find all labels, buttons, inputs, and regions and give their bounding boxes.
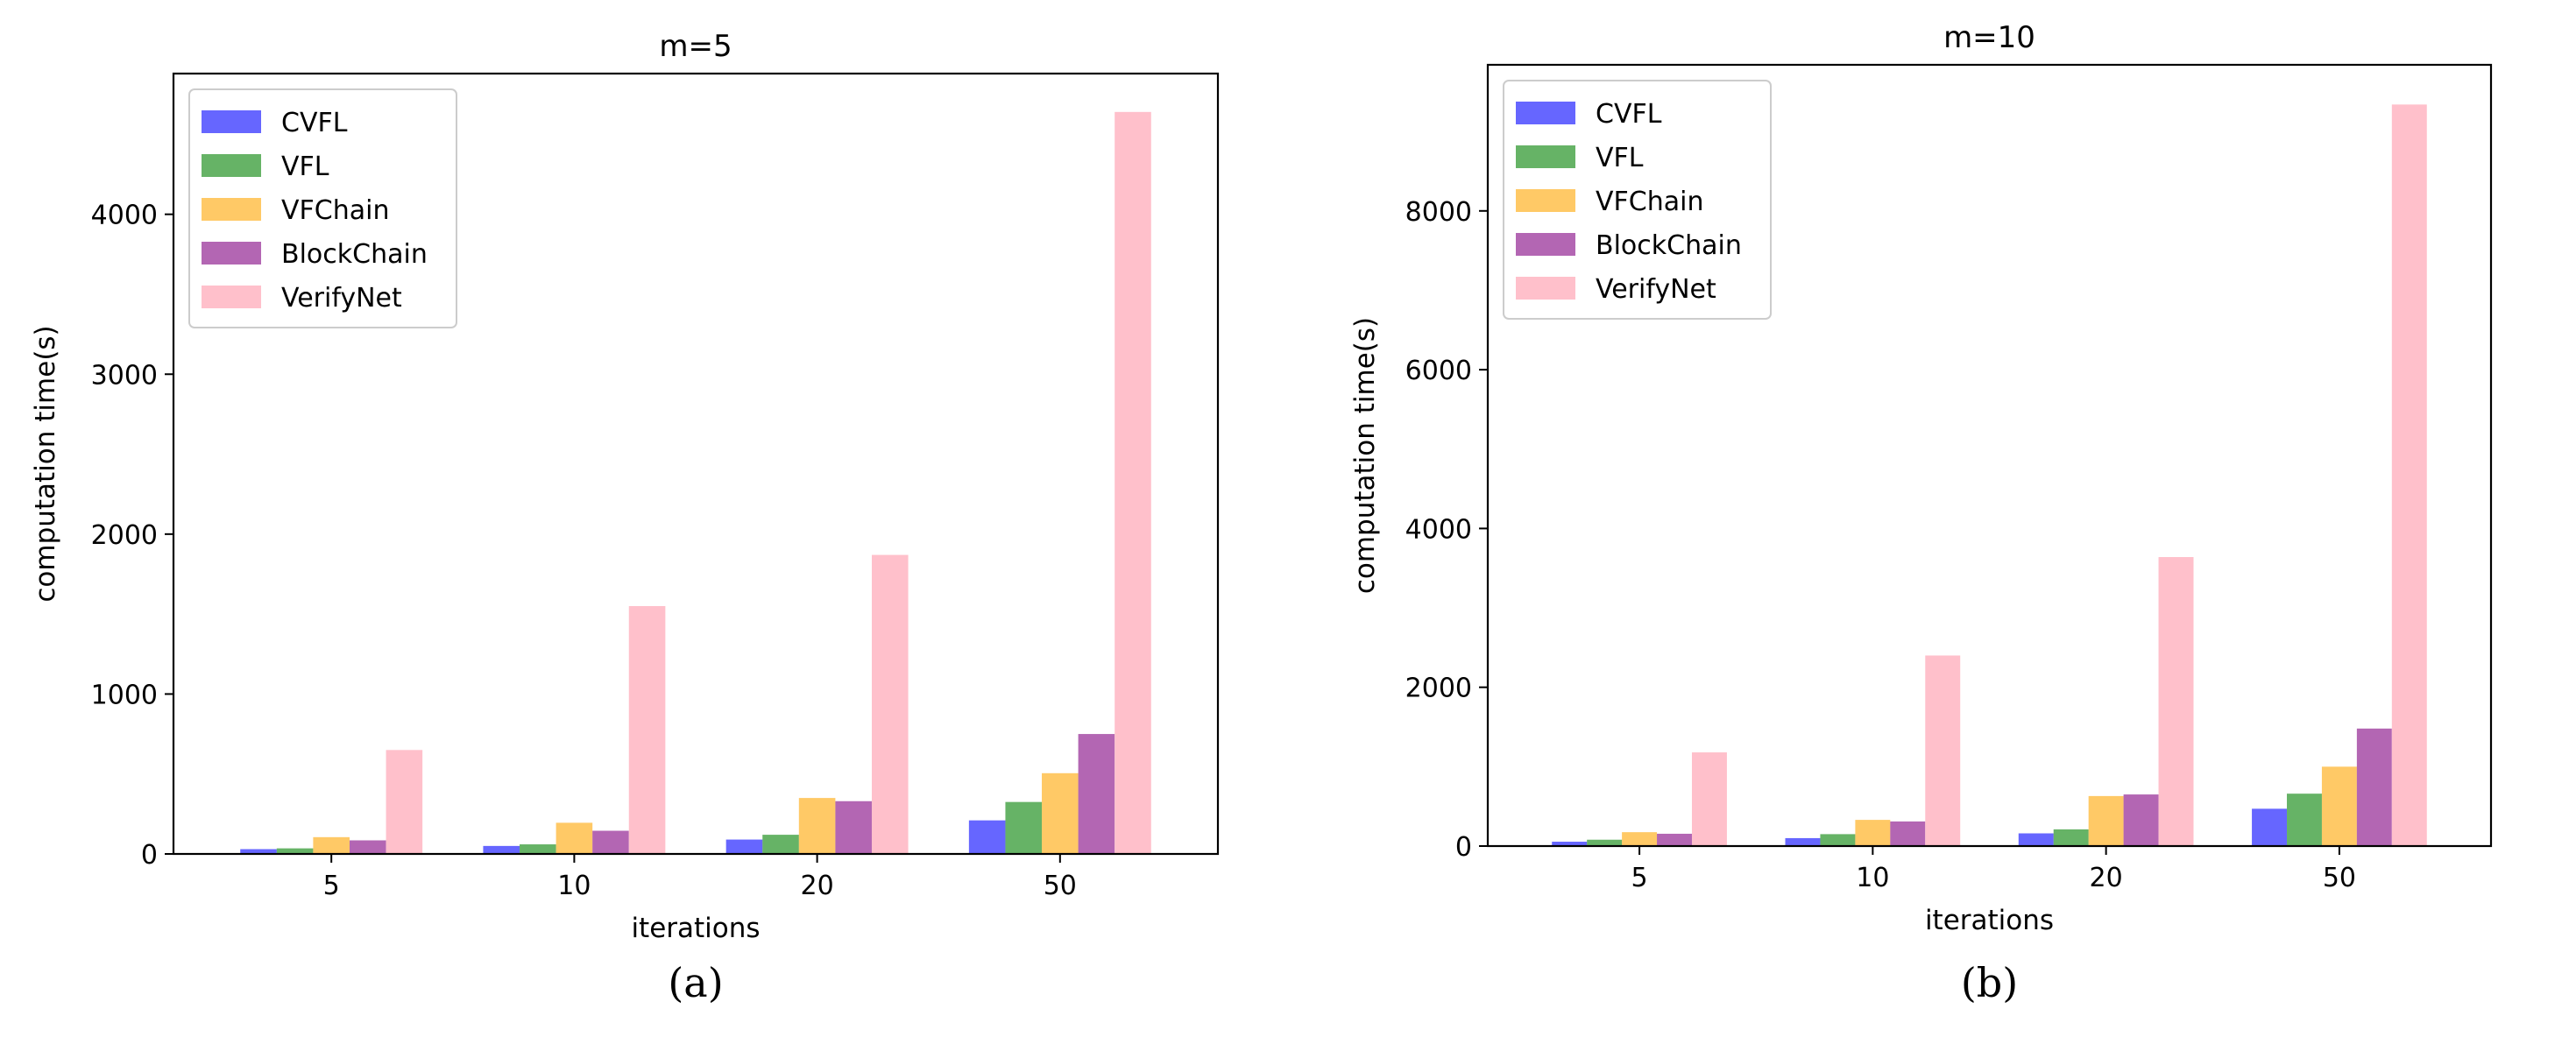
bar-vfchain-50: [2321, 766, 2357, 846]
legend-label-blockchain: BlockChain: [281, 239, 428, 270]
chart-panel-b: 5 10 20 50 0 2000 4000 6000 8000 m=10 iterations co…: [1349, 20, 2493, 1006]
subfigure-caption: (a): [668, 959, 723, 1006]
legend-box: [1503, 80, 1772, 320]
bar-vfl-10: [520, 844, 556, 854]
legend-swatch-vfchain: [202, 198, 261, 221]
subfigure-caption: (b): [1961, 959, 2018, 1006]
bar-vfchain-50: [1042, 772, 1079, 854]
legend-label-vfl: VFL: [1596, 143, 1644, 173]
bar-verifynet-10: [628, 606, 666, 854]
y-tick-label: 8000: [1405, 197, 1472, 228]
bar-verifynet-5: [386, 750, 423, 854]
x-axis-label: iterations: [1925, 905, 2054, 936]
axes-frame: [1486, 63, 2493, 848]
legend-label-verifynet: VerifyNet: [1596, 274, 1716, 305]
bar-vfl-50: [1005, 801, 1043, 854]
x-axis-label: iterations: [631, 913, 760, 944]
legend-swatch-blockchain: [1516, 233, 1575, 256]
legend: CVFL VFL VFChain BlockChain VerifyNet: [188, 88, 457, 328]
y-axis-label: computation time(s): [1349, 317, 1381, 594]
bar-vfchain-20: [2088, 795, 2124, 846]
bar-verifynet-50: [1115, 111, 1151, 854]
bar-vfl-50: [2287, 794, 2322, 846]
bar-cvfl-10: [1785, 837, 1821, 846]
x-tick-label: 5: [323, 871, 340, 901]
bars: [1552, 104, 2427, 846]
bar-cvfl-50: [968, 820, 1006, 854]
legend-swatch-vfchain: [1516, 189, 1575, 212]
axes-frame: [172, 72, 1220, 856]
legend-swatch-vfl: [202, 154, 261, 177]
bar-verifynet-10: [1925, 655, 1961, 846]
legend: CVFL VFL VFChain BlockChain VerifyNet: [1503, 80, 1772, 320]
bar-vfchain-20: [798, 798, 836, 854]
bar-blockchain-5: [1657, 833, 1692, 846]
bar-blockchain-50: [2356, 728, 2392, 846]
bar-verifynet-20: [2158, 557, 2194, 846]
bar-cvfl-20: [2018, 833, 2054, 846]
legend-swatch-vfl: [1516, 145, 1575, 168]
legend-swatch-cvfl: [202, 110, 261, 133]
bar-blockchain-10: [1890, 821, 1926, 846]
bar-vfchain-10: [556, 822, 593, 854]
chart-title: m=10: [1943, 20, 2035, 55]
y-tick-label: 4000: [1405, 514, 1472, 545]
bar-vfchain-10: [1855, 820, 1891, 846]
legend-box: [188, 88, 457, 328]
bar-blockchain-50: [1078, 734, 1115, 854]
x-tick-label: 20: [801, 871, 834, 901]
x-tick-label: 10: [1856, 863, 1889, 893]
bar-vfl-5: [276, 848, 314, 854]
legend-label-cvfl: CVFL: [281, 108, 348, 138]
legend-label-cvfl: CVFL: [1596, 99, 1662, 130]
bar-vfl-10: [1820, 834, 1856, 846]
bar-verifynet-5: [1691, 752, 1727, 846]
bar-vfl-20: [2053, 829, 2089, 846]
y-tick-label: 0: [1455, 832, 1472, 863]
legend-label-vfl: VFL: [281, 152, 329, 182]
bar-cvfl-5: [1552, 842, 1588, 846]
chart-title: m=5: [659, 29, 732, 64]
bar-vfchain-5: [1622, 832, 1658, 846]
bar-vfl-5: [1587, 839, 1623, 846]
y-tick-label: 1000: [91, 680, 158, 710]
y-tick-label: 6000: [1405, 356, 1472, 386]
bar-cvfl-10: [483, 845, 520, 854]
legend-swatch-cvfl: [1516, 102, 1575, 124]
y-tick-label: 4000: [91, 201, 158, 231]
legend-swatch-blockchain: [202, 242, 261, 265]
chart-panel-a: 5 10 20 50 0 1000 2000 3000 4000 m=5 iterations com…: [30, 29, 1220, 1006]
bar-vfchain-5: [313, 836, 350, 854]
y-axis-label: computation time(s): [30, 325, 61, 602]
bar-vfl-20: [762, 835, 799, 854]
legend-label-blockchain: BlockChain: [1596, 230, 1742, 261]
bar-cvfl-20: [725, 839, 763, 854]
bar-cvfl-5: [240, 849, 277, 854]
bar-blockchain-20: [835, 801, 872, 854]
bar-cvfl-50: [2252, 808, 2287, 846]
x-tick-label: 10: [557, 871, 591, 901]
x-tick-label: 50: [2323, 863, 2356, 893]
bar-verifynet-50: [2391, 104, 2427, 846]
legend-label-vfchain: VFChain: [281, 195, 389, 226]
x-tick-label: 20: [2090, 863, 2123, 893]
legend-label-verifynet: VerifyNet: [281, 283, 402, 314]
bar-blockchain-20: [2123, 794, 2159, 846]
y-tick-label: 2000: [1405, 674, 1472, 704]
x-tick-label: 50: [1044, 871, 1077, 901]
y-tick-label: 0: [141, 840, 158, 871]
bar-verifynet-20: [871, 554, 909, 854]
y-tick-label: 2000: [91, 520, 158, 551]
x-tick-label: 5: [1631, 863, 1648, 893]
legend-swatch-verifynet: [202, 286, 261, 308]
bar-blockchain-10: [592, 830, 629, 854]
bar-blockchain-5: [349, 840, 386, 854]
bars: [240, 111, 1151, 854]
legend-label-vfchain: VFChain: [1596, 187, 1703, 217]
legend-swatch-verifynet: [1516, 277, 1575, 300]
y-tick-label: 3000: [91, 360, 158, 391]
